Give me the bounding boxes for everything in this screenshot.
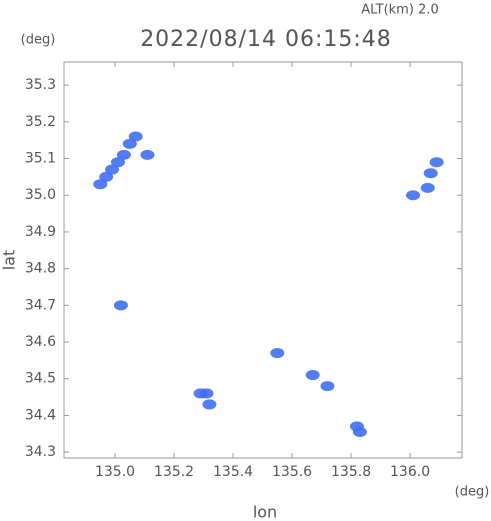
echo-cell	[352, 426, 367, 437]
echo-cell	[202, 399, 217, 410]
y-tick-label: 34.8	[25, 261, 56, 277]
y-tick-label: 35.2	[25, 114, 56, 130]
chart-title: 2022/08/14 06:15:48	[140, 27, 392, 52]
altitude-label: ALT(km) 2.0	[361, 3, 438, 18]
y-tick-label: 35.1	[25, 151, 56, 167]
echo-cell	[429, 157, 444, 168]
echo-cell	[93, 179, 108, 190]
y-tick-label: 34.6	[25, 334, 56, 350]
y-tick-label: 35.3	[25, 77, 56, 93]
echo-cell	[122, 138, 137, 149]
echo-cell	[128, 131, 143, 142]
echo-cell	[423, 168, 438, 179]
x-tick-label: 135.0	[95, 464, 135, 480]
echo-cell	[199, 388, 214, 399]
y-axis-label: lat	[0, 250, 19, 271]
x-tick-label: 135.2	[154, 464, 194, 480]
echo-cell	[113, 300, 128, 311]
y-tick-label: 35.0	[25, 187, 56, 203]
echo-cell	[116, 149, 131, 160]
x-tick-label: 135.4	[213, 464, 253, 480]
echo-cell	[420, 182, 435, 193]
echo-cell	[140, 149, 155, 160]
x-unit: (deg)	[455, 485, 490, 500]
y-tick-label: 34.5	[25, 371, 56, 387]
echo-cell	[110, 157, 125, 168]
echo-cell	[320, 381, 335, 392]
echo-cell	[406, 190, 421, 201]
x-axis-label: lon	[253, 503, 277, 521]
y-tick-label: 34.7	[25, 297, 56, 313]
echo-cell	[305, 370, 320, 381]
y-tick-label: 34.9	[25, 224, 56, 240]
echo-cell	[270, 348, 285, 359]
echo-cell	[99, 171, 114, 182]
y-tick-label: 34.3	[25, 444, 56, 460]
x-tick-label: 135.8	[331, 464, 371, 480]
x-tick-label: 135.6	[272, 464, 312, 480]
y-tick-label: 34.4	[25, 407, 56, 423]
echo-cell	[105, 164, 120, 175]
y-unit: (deg)	[21, 33, 56, 48]
x-tick-label: 136.0	[390, 464, 430, 480]
plot-frame	[63, 61, 463, 459]
